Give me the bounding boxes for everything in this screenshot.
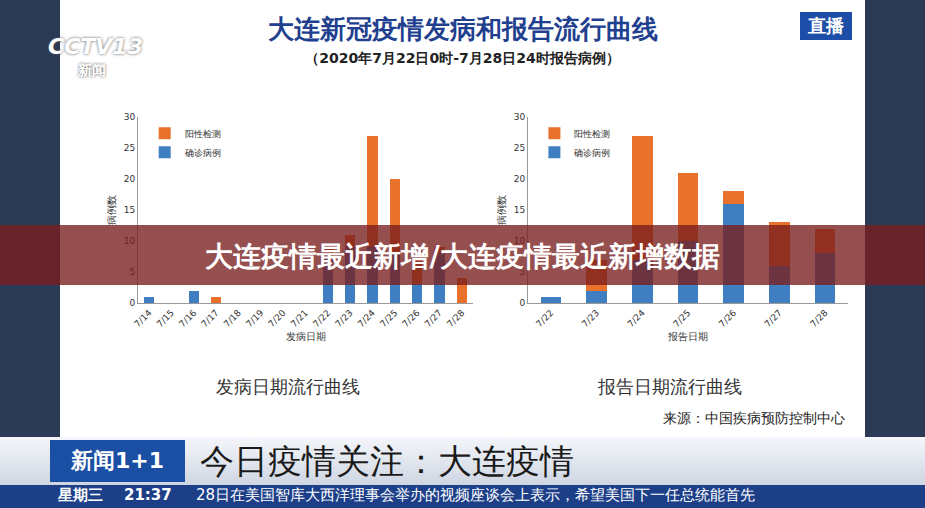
svg-text:7/15: 7/15 bbox=[155, 308, 176, 329]
svg-text:7/14: 7/14 bbox=[132, 308, 154, 330]
svg-text:7/17: 7/17 bbox=[199, 308, 220, 329]
html-text:大连新冠疫情发病和报告流行曲线: 大连新冠疫情发病和报告流行曲线 bbox=[267, 14, 658, 44]
html-text:CCTV13: CCTV13 bbox=[48, 34, 143, 59]
html-text:直播: 直播 bbox=[808, 15, 844, 36]
svg-text:15: 15 bbox=[124, 205, 135, 215]
svg-text:7/26: 7/26 bbox=[400, 308, 422, 330]
html-text:新闻: 新闻 bbox=[78, 62, 106, 78]
svg-text:7/23: 7/23 bbox=[333, 308, 354, 329]
svg-text:25: 25 bbox=[514, 143, 525, 153]
svg-text:7/25: 7/25 bbox=[671, 308, 692, 329]
html-text:大连疫情最近新增/大连疫情最近新增数据: 大连疫情最近新增/大连疫情最近新增数据 bbox=[205, 240, 720, 273]
svg-text:20: 20 bbox=[124, 174, 136, 184]
svg-text:7/24: 7/24 bbox=[356, 308, 378, 330]
html-text:28日在美国智库大西洋理事会举办的视频座谈会上表示，希望美国: 28日在美国智库大西洋理事会举办的视频座谈会上表示，希望美国下一任总统能首先 bbox=[196, 486, 756, 504]
svg-text:报告日期: 报告日期 bbox=[667, 331, 708, 342]
svg-text:7/23: 7/23 bbox=[580, 308, 601, 329]
svg-text:7/28: 7/28 bbox=[808, 308, 830, 330]
svg-text:15: 15 bbox=[514, 205, 525, 215]
svg-text:7/24: 7/24 bbox=[626, 308, 648, 330]
svg-text:7/27: 7/27 bbox=[423, 308, 444, 329]
svg-text:7/20: 7/20 bbox=[266, 308, 288, 330]
svg-text:7/16: 7/16 bbox=[177, 308, 199, 330]
svg-text:7/26: 7/26 bbox=[717, 308, 739, 330]
svg-text:30: 30 bbox=[124, 112, 136, 122]
html-text:21:37: 21:37 bbox=[124, 486, 172, 504]
svg-text:7/19: 7/19 bbox=[244, 308, 266, 330]
svg-text:7/25: 7/25 bbox=[378, 308, 399, 329]
svg-text:20: 20 bbox=[514, 174, 526, 184]
svg-text:确诊病例: 确诊病例 bbox=[573, 148, 610, 158]
svg-text:0: 0 bbox=[519, 298, 525, 308]
svg-text:7/18: 7/18 bbox=[222, 308, 244, 330]
svg-text:病例数: 病例数 bbox=[106, 195, 117, 225]
svg-text:阳性检测: 阳性检测 bbox=[574, 129, 610, 139]
svg-text:7/28: 7/28 bbox=[445, 308, 467, 330]
svg-text:30: 30 bbox=[514, 112, 526, 122]
html-text:星期三: 星期三 bbox=[58, 486, 103, 504]
html-text:报告日期流行曲线: 报告日期流行曲线 bbox=[598, 376, 742, 397]
svg-text:7/21: 7/21 bbox=[289, 308, 310, 329]
svg-text:7/22: 7/22 bbox=[311, 308, 332, 329]
svg-text:发病日期: 发病日期 bbox=[286, 331, 326, 342]
html-text:发病日期流行曲线: 发病日期流行曲线 bbox=[215, 376, 360, 397]
svg-text:确诊病例: 确诊病例 bbox=[184, 148, 221, 158]
svg-text:7/22: 7/22 bbox=[534, 308, 555, 329]
svg-text:病例数: 病例数 bbox=[496, 195, 507, 225]
html-text:来源：中国疾病预防控制中心: 来源：中国疾病预防控制中心 bbox=[663, 410, 845, 426]
svg-text:0: 0 bbox=[129, 298, 135, 308]
svg-text:7/27: 7/27 bbox=[763, 308, 784, 329]
svg-text:阳性检测: 阳性检测 bbox=[185, 129, 221, 139]
html-text:新闻1+1: 新闻1+1 bbox=[71, 448, 164, 473]
html-text:（2020年7月22日0时-7月28日24时报告病例）: （2020年7月22日0时-7月28日24时报告病例） bbox=[305, 50, 620, 66]
html-text:今日疫情关注：大连疫情: 今日疫情关注：大连疫情 bbox=[200, 441, 574, 481]
svg-text:25: 25 bbox=[124, 143, 135, 153]
